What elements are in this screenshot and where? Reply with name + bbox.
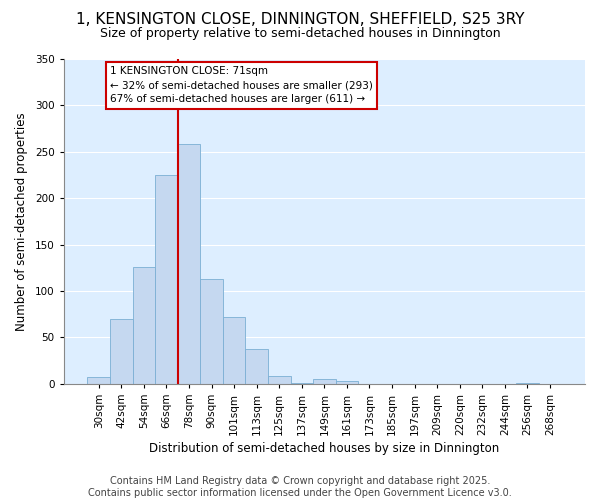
Bar bbox=[178, 144, 200, 384]
Bar bbox=[290, 383, 313, 384]
Bar bbox=[223, 317, 245, 384]
X-axis label: Distribution of semi-detached houses by size in Dinnington: Distribution of semi-detached houses by … bbox=[149, 442, 499, 455]
Bar bbox=[335, 381, 358, 384]
Text: Size of property relative to semi-detached houses in Dinnington: Size of property relative to semi-detach… bbox=[100, 28, 500, 40]
Text: Contains HM Land Registry data © Crown copyright and database right 2025.
Contai: Contains HM Land Registry data © Crown c… bbox=[88, 476, 512, 498]
Bar bbox=[516, 383, 539, 384]
Bar bbox=[245, 348, 268, 384]
Bar bbox=[110, 319, 133, 384]
Bar bbox=[155, 175, 178, 384]
Bar bbox=[268, 376, 290, 384]
Bar bbox=[200, 279, 223, 384]
Bar bbox=[88, 378, 110, 384]
Bar bbox=[313, 380, 335, 384]
Bar bbox=[133, 267, 155, 384]
Text: 1, KENSINGTON CLOSE, DINNINGTON, SHEFFIELD, S25 3RY: 1, KENSINGTON CLOSE, DINNINGTON, SHEFFIE… bbox=[76, 12, 524, 28]
Y-axis label: Number of semi-detached properties: Number of semi-detached properties bbox=[15, 112, 28, 331]
Text: 1 KENSINGTON CLOSE: 71sqm
← 32% of semi-detached houses are smaller (293)
67% of: 1 KENSINGTON CLOSE: 71sqm ← 32% of semi-… bbox=[110, 66, 373, 104]
